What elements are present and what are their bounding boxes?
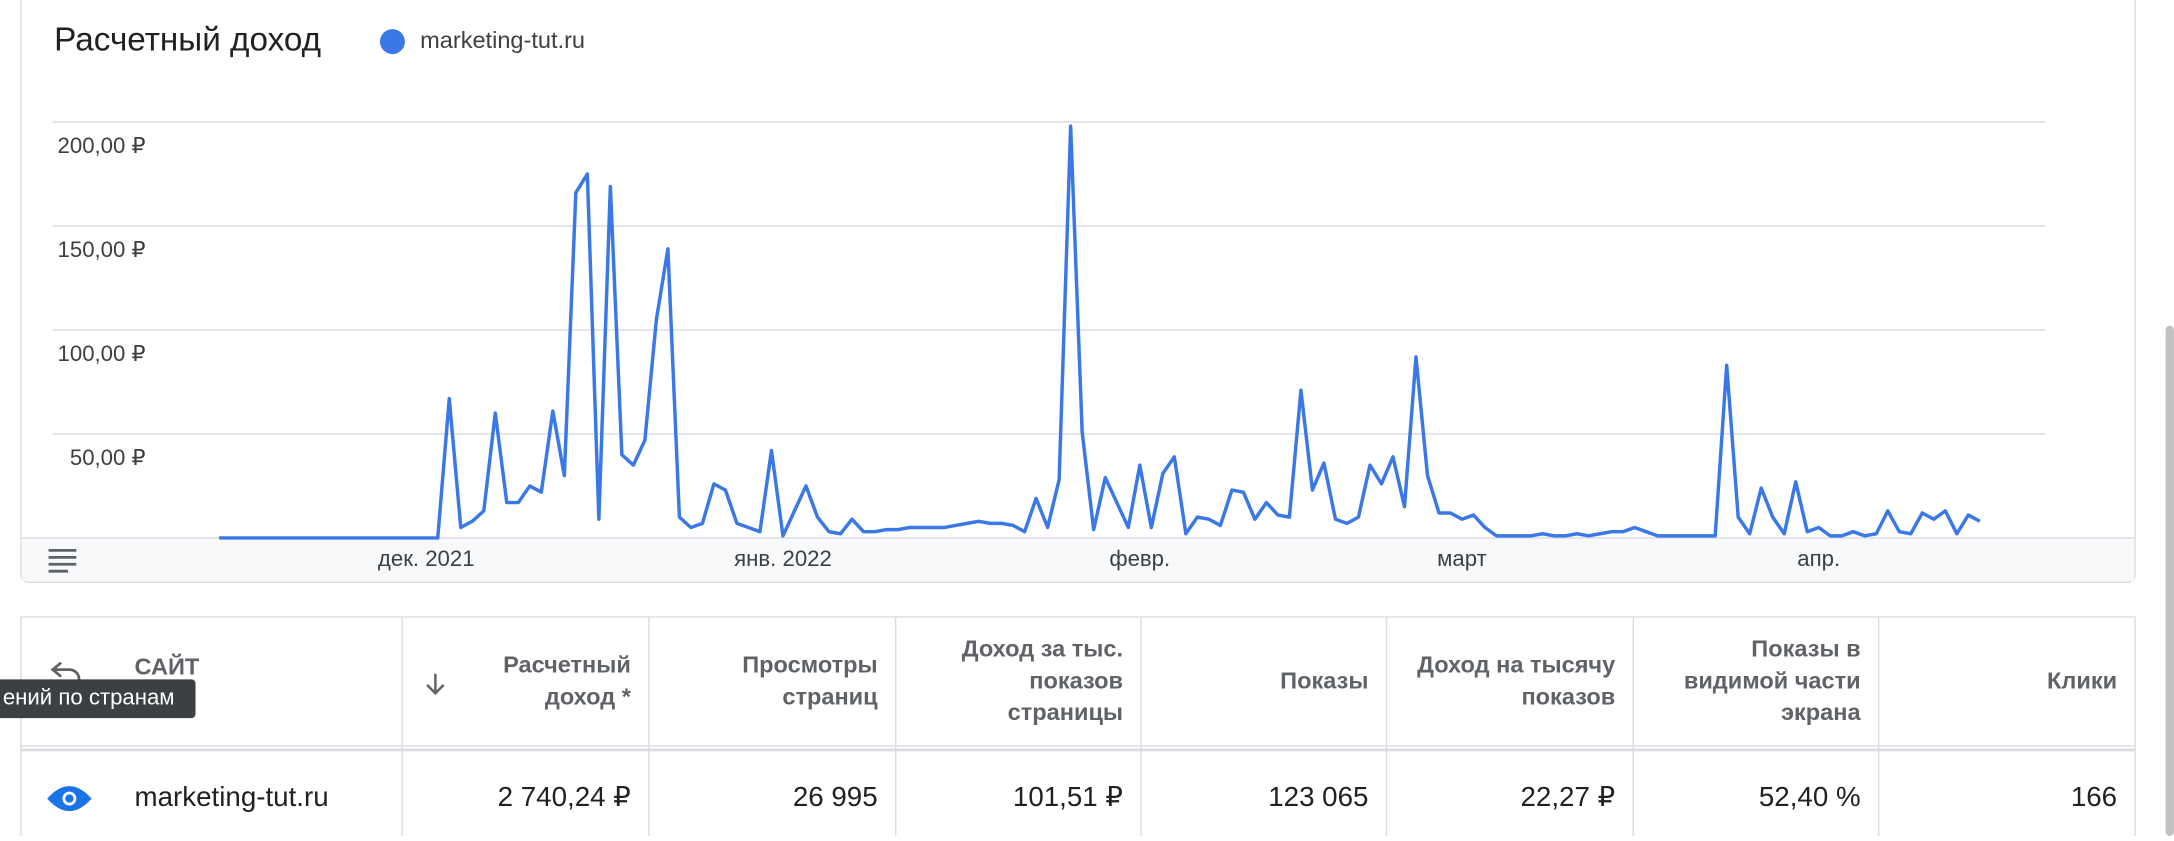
column-header: показов: [1029, 667, 1123, 693]
column-header: Доход на тысячу: [1417, 651, 1615, 677]
column-header: видимой части: [1684, 667, 1861, 693]
table-cell: marketing-tut.ru: [135, 781, 329, 812]
column-header: Клики: [2047, 667, 2117, 693]
x-tick-label: март: [1437, 546, 1487, 571]
table-cell: 52,40 %: [1759, 781, 1861, 812]
scrollbar[interactable]: [2165, 325, 2174, 836]
legend-swatch: [379, 29, 405, 55]
table-cell: 166: [2071, 781, 2117, 812]
x-tick-label: апр.: [1797, 546, 1840, 571]
y-tick-label: 50,00 ₽: [70, 445, 146, 470]
column-header: страницы: [1008, 699, 1123, 725]
legend-label: marketing-tut.ru: [420, 27, 585, 53]
y-tick-label: 200,00 ₽: [58, 133, 146, 158]
sort-arrow[interactable]: [426, 673, 445, 695]
column-header: Просмотры: [742, 651, 877, 677]
column-header: Расчетный: [503, 651, 631, 677]
column-header: Показы в: [1751, 635, 1860, 661]
column-header: экрана: [1781, 699, 1861, 725]
column-header: показов: [1521, 683, 1615, 709]
column-header: страниц: [782, 683, 878, 709]
x-tick-label: дек. 2021: [378, 546, 475, 571]
x-tick-label: янв. 2022: [734, 546, 832, 571]
table-cell: 123 065: [1268, 781, 1368, 812]
table-cell: 26 995: [793, 781, 878, 812]
tooltip-text: ений по странам: [3, 685, 175, 710]
table-card: [20, 616, 2136, 841]
eye-icon[interactable]: [47, 786, 92, 812]
menu-icon[interactable]: [48, 549, 77, 573]
table-cell: 22,27 ₽: [1521, 781, 1616, 812]
tooltip: ений по странам: [0, 679, 196, 719]
y-tick-label: 150,00 ₽: [58, 237, 146, 262]
column-header: САЙТ: [135, 652, 200, 679]
axis-band: [22, 537, 2134, 581]
column-header: Показы: [1280, 667, 1368, 693]
x-tick-label: февр.: [1109, 546, 1170, 571]
table-cell: 2 740,24 ₽: [498, 781, 631, 812]
data-line: [219, 124, 1981, 540]
column-header: Доход за тыс.: [962, 635, 1123, 661]
column-header: доход *: [545, 683, 632, 709]
y-tick-label: 100,00 ₽: [58, 341, 146, 366]
chart-title: Расчетный доход: [54, 21, 321, 58]
table-cell: 101,51 ₽: [1013, 781, 1123, 812]
